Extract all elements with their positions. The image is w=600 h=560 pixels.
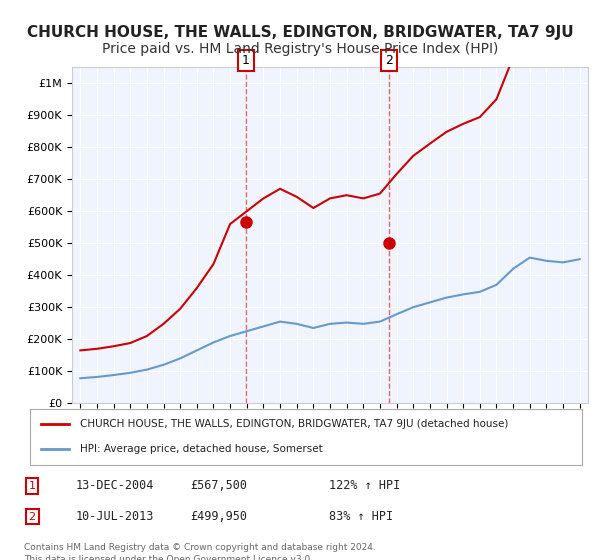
Text: HPI: Average price, detached house, Somerset: HPI: Average price, detached house, Some… [80, 444, 322, 454]
Text: £499,950: £499,950 [191, 510, 248, 523]
Text: Price paid vs. HM Land Registry's House Price Index (HPI): Price paid vs. HM Land Registry's House … [102, 42, 498, 56]
Text: CHURCH HOUSE, THE WALLS, EDINGTON, BRIDGWATER, TA7 9JU: CHURCH HOUSE, THE WALLS, EDINGTON, BRIDG… [26, 25, 574, 40]
Text: CHURCH HOUSE, THE WALLS, EDINGTON, BRIDGWATER, TA7 9JU (detached house): CHURCH HOUSE, THE WALLS, EDINGTON, BRIDG… [80, 419, 508, 430]
Text: 13-DEC-2004: 13-DEC-2004 [76, 479, 154, 492]
Text: 122% ↑ HPI: 122% ↑ HPI [329, 479, 400, 492]
Text: 10-JUL-2013: 10-JUL-2013 [76, 510, 154, 523]
Text: 2: 2 [385, 54, 393, 67]
Text: 1: 1 [29, 481, 35, 491]
Text: 1: 1 [242, 54, 250, 67]
Text: 2: 2 [29, 512, 36, 521]
Text: 83% ↑ HPI: 83% ↑ HPI [329, 510, 393, 523]
Text: £567,500: £567,500 [191, 479, 248, 492]
Text: Contains HM Land Registry data © Crown copyright and database right 2024.
This d: Contains HM Land Registry data © Crown c… [24, 543, 376, 560]
